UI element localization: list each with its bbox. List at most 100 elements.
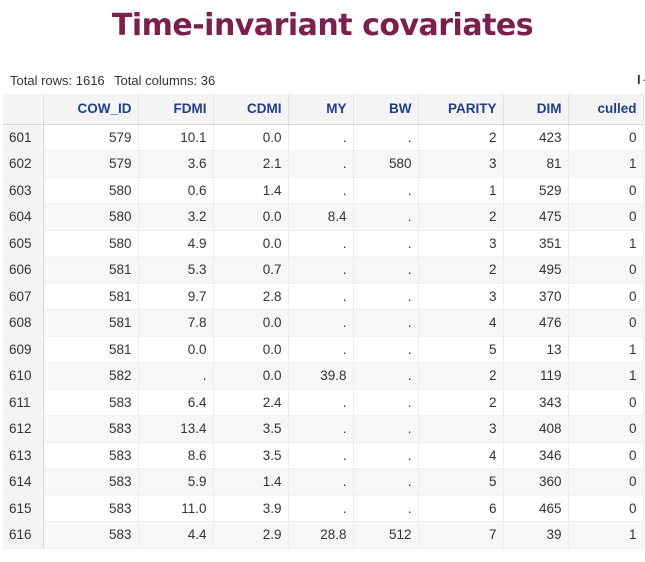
table-cell: 11.0: [138, 495, 214, 522]
row-index-cell: 605: [3, 230, 44, 257]
table-cell: 1: [568, 230, 644, 257]
data-table-container: COW_ID FDMI CDMI MY BW PARITY DIM culled 601 579…: [3, 94, 645, 562]
table-cell: 512: [353, 521, 419, 549]
table-cell: 119: [503, 362, 569, 390]
table-cell: .: [353, 362, 419, 390]
table-row[interactable]: 607 581 9.7 2.8.. 3 370 0: [3, 283, 644, 310]
table-cell: 583: [43, 468, 139, 496]
table-cell: .: [288, 124, 354, 151]
table-cell: 39: [503, 521, 569, 549]
table-cell: 0: [568, 309, 644, 337]
table-cell: 580: [43, 203, 139, 231]
table-cell: 6: [418, 495, 504, 522]
table-cell: 475: [503, 203, 569, 231]
row-index-cell: 614: [3, 468, 44, 496]
table-cell: .: [288, 442, 354, 469]
table-cell: 0.7: [213, 256, 289, 284]
table-row[interactable]: 612 583 13.4 3.5.. 3 408 0: [3, 415, 644, 443]
table-cell: 6.4: [138, 389, 214, 416]
table-cell: 423: [503, 124, 569, 151]
table-cell: .: [288, 495, 354, 522]
table-cell: 581: [43, 336, 139, 363]
table-cell: 1: [568, 150, 644, 178]
table-row[interactable]: 615 583 11.0 3.9.. 6 465 0: [3, 495, 644, 522]
table-cell: 351: [503, 230, 569, 257]
table-cell: 0: [568, 495, 644, 522]
table-row[interactable]: 616 583 4.4 2.9 28.8 512 7 39 1: [3, 521, 644, 549]
table-cell: 0.0: [213, 124, 289, 151]
table-cell: 583: [43, 495, 139, 522]
column-header-parity[interactable]: PARITY: [418, 94, 504, 125]
table-row[interactable]: 603 580 0.6 1.4.. 1 529 0: [3, 177, 644, 204]
table-cell: 3: [418, 230, 504, 257]
table-cell: 0: [568, 468, 644, 496]
table-cell: 28.8: [288, 521, 354, 549]
table-cell: 9.7: [138, 283, 214, 310]
table-cell: 13: [503, 336, 569, 363]
table-cell: 0.0: [213, 230, 289, 257]
table-cell: .: [288, 468, 354, 496]
table-cell: 2.1: [213, 150, 289, 178]
table-row[interactable]: 613 583 8.6 3.5.. 4 346 0: [3, 442, 644, 469]
table-row[interactable]: 614 583 5.9 1.4.. 5 360 0: [3, 468, 644, 496]
table-cell: 0.0: [213, 336, 289, 363]
table-cell: 408: [503, 415, 569, 443]
column-header-culled[interactable]: culled: [568, 94, 644, 125]
table-cell: 583: [43, 442, 139, 469]
table-cell: .: [288, 415, 354, 443]
table-cell: 0: [568, 203, 644, 231]
table-cell: 2: [418, 256, 504, 284]
row-index-cell: 604: [3, 203, 44, 231]
table-cell: 4: [418, 309, 504, 337]
table-row[interactable]: 609 581 0.0 0.0.. 5 13 1: [3, 336, 644, 363]
table-cell: 5.3: [138, 256, 214, 284]
table-row[interactable]: 602 579 3.6 2.1. 580 3 81 1: [3, 150, 644, 178]
table-cell: .: [138, 362, 214, 390]
table-row[interactable]: 608 581 7.8 0.0.. 4 476 0: [3, 309, 644, 337]
column-header-my[interactable]: MY: [288, 94, 354, 125]
column-header-cdmi[interactable]: CDMI: [213, 94, 289, 125]
page-title: Time-invariant covariates: [111, 8, 534, 43]
table-cell: 5.9: [138, 468, 214, 496]
table-cell: .: [353, 283, 419, 310]
table-cell: .: [288, 283, 354, 310]
row-index-cell: 612: [3, 415, 44, 443]
table-cell: .: [288, 256, 354, 284]
table-cell: .: [288, 177, 354, 204]
table-cell: 13.4: [138, 415, 214, 443]
row-index-cell: 609: [3, 336, 44, 363]
table-row[interactable]: 610 582. 0.0 39.8. 2 119 1: [3, 362, 644, 390]
table-cell: 2.4: [213, 389, 289, 416]
table-cell: 583: [43, 389, 139, 416]
table-row[interactable]: 606 581 5.3 0.7.. 2 495 0: [3, 256, 644, 284]
row-index-cell: 602: [3, 150, 44, 178]
first-page-icon[interactable]: I◄: [637, 72, 645, 87]
column-header-cow-id[interactable]: COW_ID: [43, 94, 139, 125]
table-cell: 3.9: [213, 495, 289, 522]
table-cell: 81: [503, 150, 569, 178]
table-cell: 1: [568, 521, 644, 549]
table-cell: 0: [568, 177, 644, 204]
table-cell: 2: [418, 203, 504, 231]
table-cell: 1.4: [213, 468, 289, 496]
row-index-cell: 603: [3, 177, 44, 204]
table-cell: 1.4: [213, 177, 289, 204]
table-cell: 7: [418, 521, 504, 549]
table-row[interactable]: 604 580 3.2 0.0 8.4. 2 475 0: [3, 203, 644, 231]
table-row[interactable]: 611 583 6.4 2.4.. 2 343 0: [3, 389, 644, 416]
table-cell: .: [353, 415, 419, 443]
table-row[interactable]: 601 579 10.1 0.0.. 2 423 0: [3, 124, 644, 151]
table-cell: 2: [418, 389, 504, 416]
row-index-header[interactable]: [3, 94, 44, 125]
table-cell: 0.0: [213, 309, 289, 337]
row-index-cell: 607: [3, 283, 44, 310]
table-cell: 3: [418, 415, 504, 443]
table-cell: 360: [503, 468, 569, 496]
row-index-cell: 616: [3, 521, 44, 549]
table-cell: .: [288, 230, 354, 257]
table-cell: .: [353, 203, 419, 231]
column-header-fdmi[interactable]: FDMI: [138, 94, 214, 125]
column-header-dim[interactable]: DIM: [503, 94, 569, 125]
table-row[interactable]: 605 580 4.9 0.0.. 3 351 1: [3, 230, 644, 257]
column-header-bw[interactable]: BW: [353, 94, 419, 125]
